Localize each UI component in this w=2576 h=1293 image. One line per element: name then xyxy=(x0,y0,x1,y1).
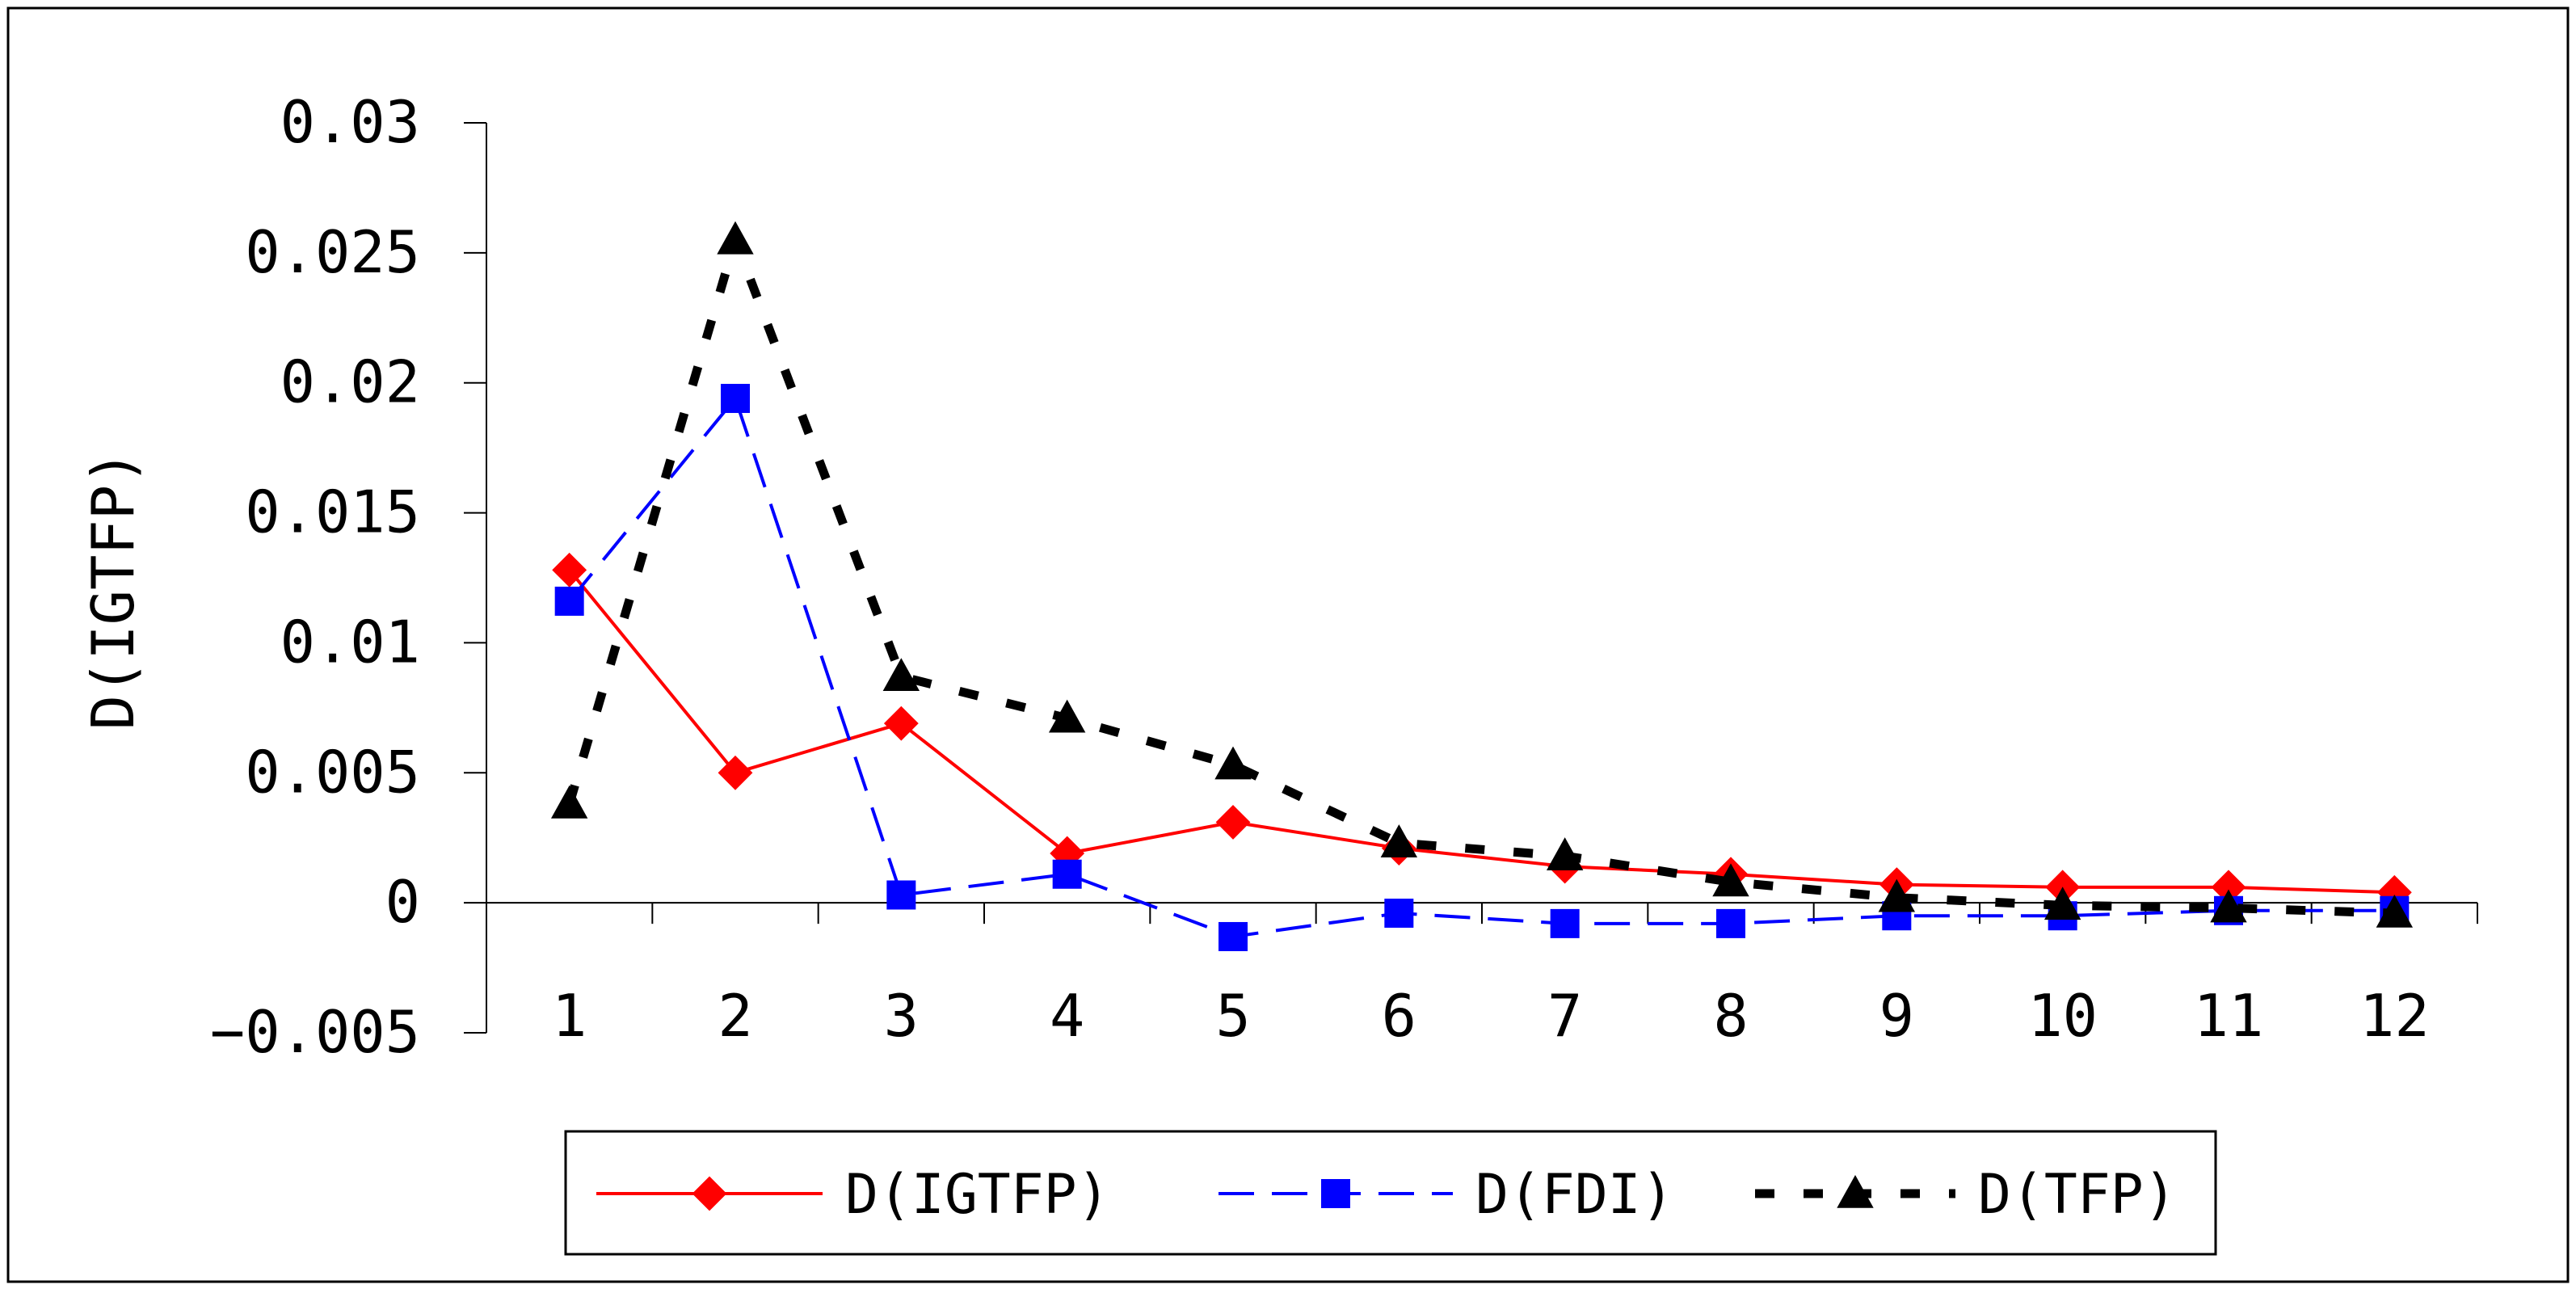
legend-label: D(TFP) xyxy=(1978,1163,2177,1227)
y-tick-label: 0 xyxy=(385,868,420,936)
y-tick-label: 0.02 xyxy=(280,348,420,416)
legend-label: D(FDI) xyxy=(1475,1163,1674,1227)
triangle-marker xyxy=(1546,837,1584,871)
legend-items: D(IGTFP) D(FDI) D(TFP) xyxy=(596,1163,2177,1227)
square-marker xyxy=(721,384,750,414)
y-tick-label: −0.005 xyxy=(210,998,420,1066)
x-tick-label: 3 xyxy=(884,982,919,1050)
x-tick-label: 6 xyxy=(1382,982,1416,1050)
x-tick-label: 5 xyxy=(1215,982,1250,1050)
x-tick-label: 10 xyxy=(2027,982,2098,1050)
square-marker xyxy=(554,586,584,616)
series-line xyxy=(568,397,2395,938)
x-tick-label: 12 xyxy=(2359,982,2430,1050)
y-tick-label: 0.025 xyxy=(245,218,420,286)
x-tick-label: 1 xyxy=(552,982,587,1050)
diamond-marker xyxy=(552,552,587,588)
triangle-marker xyxy=(1712,863,1749,897)
triangle-marker xyxy=(1048,699,1086,733)
diamond-marker xyxy=(692,1176,727,1211)
x-tick-label: 8 xyxy=(1713,982,1748,1050)
square-marker xyxy=(1716,908,1745,938)
square-marker xyxy=(1550,908,1580,938)
series-line xyxy=(565,235,2395,918)
legend-label: D(IGTFP) xyxy=(845,1163,1110,1227)
x-tick-label: 2 xyxy=(718,982,752,1050)
square-marker xyxy=(1321,1179,1350,1208)
triangle-marker xyxy=(1380,824,1418,857)
triangle-marker xyxy=(2044,887,2081,920)
diamond-marker xyxy=(718,755,753,790)
triangle-marker xyxy=(1878,878,1916,912)
triangle-marker xyxy=(882,658,920,692)
triangle-marker xyxy=(717,221,754,255)
x-tick-label: 11 xyxy=(2194,982,2264,1050)
y-tick-label: 0.015 xyxy=(245,478,420,546)
series-d-tfp xyxy=(550,221,2414,928)
series-line xyxy=(568,569,2395,895)
y-axis-label: D(IGTFP) xyxy=(79,450,147,731)
diamond-marker xyxy=(1215,804,1251,840)
x-tick-label: 4 xyxy=(1050,982,1084,1050)
y-tick-label: 0.03 xyxy=(280,88,420,156)
legend: D(IGTFP) D(FDI) D(TFP) xyxy=(564,1130,2217,1256)
triangle-marker xyxy=(1214,746,1252,780)
triangle-marker xyxy=(550,785,588,819)
y-tick-label: 0.01 xyxy=(280,608,420,676)
square-marker xyxy=(1052,859,1082,889)
x-tick-label: 9 xyxy=(1879,982,1914,1050)
square-marker xyxy=(1219,921,1248,951)
triangle-marker xyxy=(2210,889,2247,923)
y-tick-label: 0.005 xyxy=(245,738,420,806)
triangle-marker xyxy=(2376,894,2414,928)
triangle-marker xyxy=(1837,1174,1874,1208)
square-marker xyxy=(1384,899,1414,929)
square-marker xyxy=(886,880,916,910)
series-group xyxy=(550,221,2414,951)
series-d-igtfp xyxy=(552,552,2412,910)
diamond-marker xyxy=(883,705,919,741)
x-tick-label: 7 xyxy=(1547,982,1582,1050)
chart-border xyxy=(6,6,2570,1283)
